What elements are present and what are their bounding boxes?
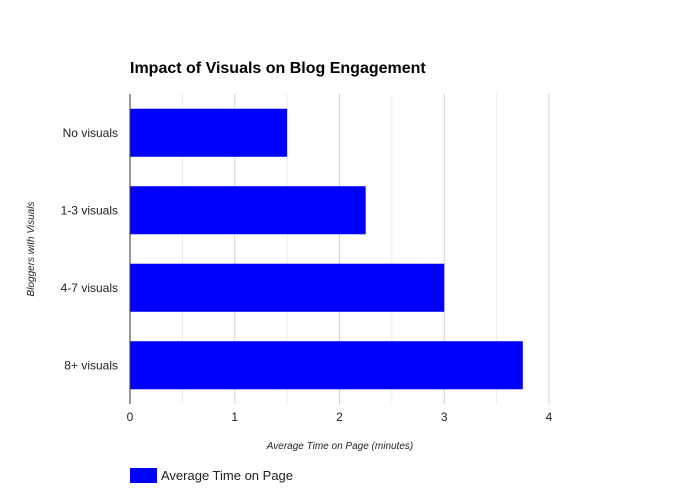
y-tick-labels: No visuals 1-3 visuals 4-7 visuals 8+ visua… xyxy=(61,126,118,373)
y-tick-label: No visuals xyxy=(63,126,118,140)
y-tick-label: 1-3 visuals xyxy=(61,203,118,217)
x-tick-label: 4 xyxy=(546,410,553,424)
x-tick-label: 0 xyxy=(127,410,134,424)
legend-label: Average Time on Page xyxy=(161,468,293,483)
x-tick-labels: 0 1 2 3 4 xyxy=(127,410,553,424)
y-axis-title: Bloggers with Visuals xyxy=(26,202,37,297)
y-tick-label: 4-7 visuals xyxy=(61,281,118,295)
bars xyxy=(130,108,523,390)
chart-title: Impact of Visuals on Blog Engagement xyxy=(130,60,426,77)
x-tick-label: 1 xyxy=(231,410,238,424)
bar xyxy=(130,108,288,157)
bar xyxy=(130,186,366,235)
x-tick-label: 3 xyxy=(441,410,448,424)
bar xyxy=(130,341,523,390)
bar xyxy=(130,263,445,312)
x-axis-title: Average Time on Page (minutes) xyxy=(266,441,413,452)
x-tick-label: 2 xyxy=(336,410,343,424)
y-tick-label: 8+ visuals xyxy=(64,358,118,372)
legend: Average Time on Page xyxy=(130,468,293,483)
legend-swatch xyxy=(130,468,157,483)
